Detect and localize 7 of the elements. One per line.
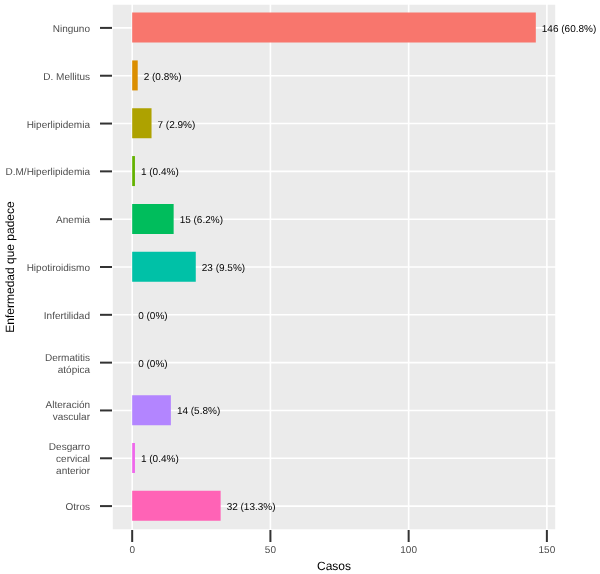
bar [132, 490, 221, 521]
bar [132, 108, 152, 139]
bar [132, 12, 536, 43]
bar [132, 395, 171, 426]
bar [132, 203, 174, 234]
bar [132, 251, 196, 282]
bar [132, 60, 138, 91]
